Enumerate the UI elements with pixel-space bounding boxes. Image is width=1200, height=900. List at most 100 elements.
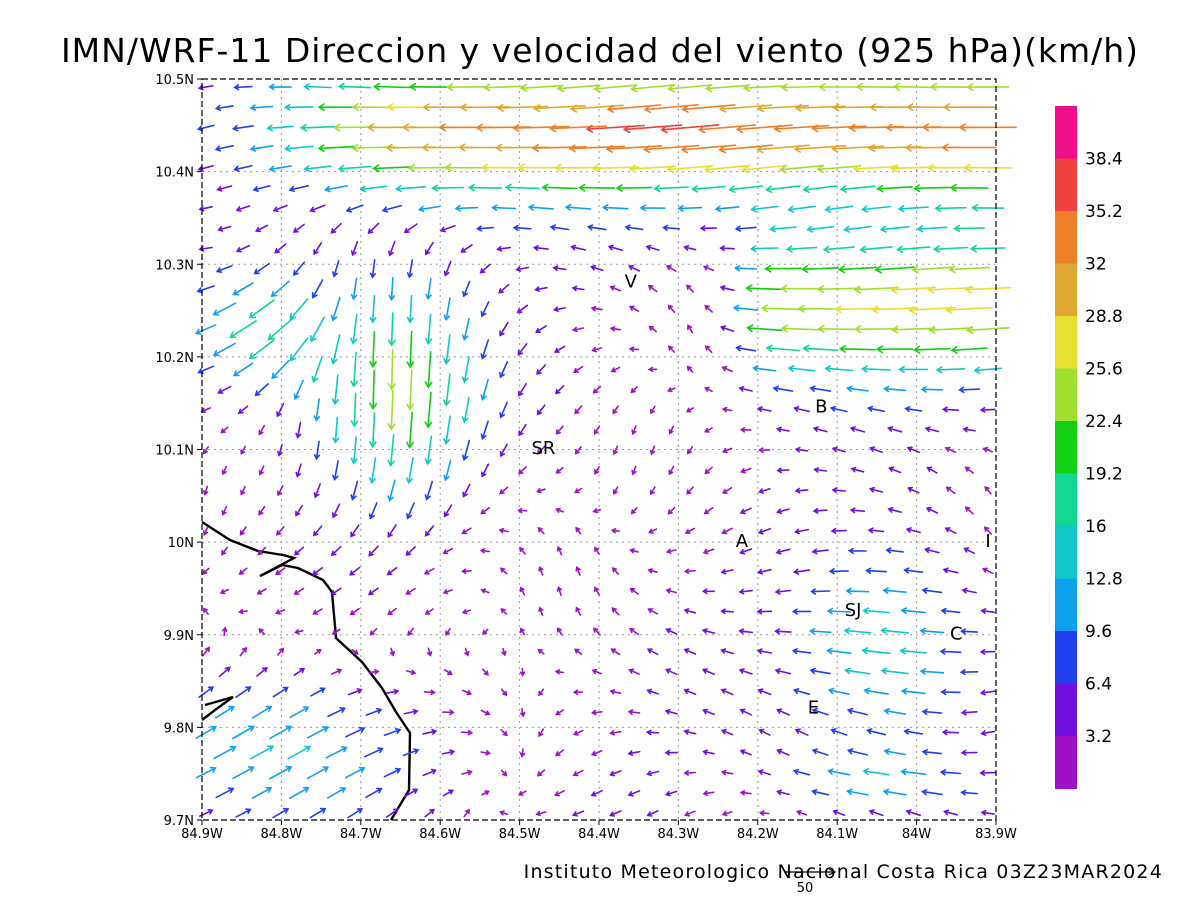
wind-arrow (403, 708, 419, 715)
x-tick-label: 84.8W (260, 827, 302, 842)
wind-arrow (869, 446, 883, 453)
wind-arrow (345, 726, 366, 738)
wind-arrow (369, 412, 377, 449)
wind-arrow (365, 707, 383, 716)
coastline-path (201, 695, 234, 721)
wind-arrow (939, 769, 962, 776)
wind-arrow (422, 768, 437, 777)
wind-arrow (213, 745, 237, 760)
wind-arrow (612, 405, 619, 415)
wind-arrow (293, 587, 305, 595)
wind-arrow (512, 224, 532, 231)
wind-arrow (735, 124, 793, 134)
wind-arrow (239, 526, 247, 536)
wind-arrow (683, 688, 697, 696)
wind-arrow (571, 326, 585, 333)
wind-arrow (628, 164, 677, 173)
wind-arrow (591, 346, 603, 353)
wind-arrow (481, 463, 490, 478)
wind-arrow (345, 204, 364, 213)
wind-arrow (780, 83, 823, 92)
wind-arrow (424, 808, 435, 818)
wind-arrow (372, 82, 411, 91)
wind-arrow (739, 507, 752, 515)
wind-arrow (738, 588, 753, 595)
wind-arrow (574, 405, 583, 415)
wind-arrow (721, 527, 733, 535)
wind-arrow (984, 485, 992, 495)
wind-arrow (794, 728, 809, 736)
colorbar-swatch (1055, 736, 1077, 789)
wind-arrow (667, 387, 676, 393)
wind-arrow (548, 124, 608, 133)
wind-arrow (746, 324, 783, 333)
wind-arrow (861, 647, 891, 655)
wind-arrow (313, 483, 321, 499)
wind-arrow (249, 145, 274, 152)
wind-arrow (794, 446, 809, 453)
wind-arrow (628, 305, 640, 312)
wind-arrow (425, 241, 434, 256)
wind-arrow (442, 789, 454, 797)
y-axis-ticks: 10.5N 10.4N 10.3N 10.2N 10.1N 10N 9.9N 9.8N 9.7N (155, 73, 202, 829)
wind-arrow (912, 184, 951, 193)
wind-arrow (773, 124, 830, 133)
wind-arrow (969, 244, 1006, 253)
wind-arrow (331, 628, 341, 635)
wind-arrow (330, 296, 341, 322)
wind-arrow (276, 402, 285, 418)
wind-arrow (520, 627, 526, 636)
wind-arrow (295, 421, 302, 439)
wind-arrow (610, 366, 621, 373)
wind-arrow (573, 648, 583, 655)
wind-arrow (214, 705, 235, 719)
wind-arrow (531, 144, 588, 152)
wind-arrow (424, 608, 434, 615)
wind-arrow (816, 165, 862, 173)
wind-arrow (369, 627, 378, 636)
wind-arrow (555, 709, 564, 716)
wind-arrow (248, 299, 275, 319)
wind-arrow (461, 439, 471, 462)
wind-arrow (252, 185, 271, 192)
wind-arrow (791, 648, 812, 655)
wind-arrow (775, 548, 791, 555)
wind-arrow (832, 809, 846, 816)
wind-arrow (499, 567, 508, 575)
wind-arrow (764, 264, 802, 273)
wind-arrow (251, 705, 273, 719)
wind-arrow (667, 304, 676, 313)
wind-arrow (271, 359, 290, 380)
wind-arrow (739, 708, 753, 716)
wind-arrow (519, 546, 526, 555)
wind-arrow (772, 385, 794, 392)
wind-arrow (388, 312, 396, 347)
wind-arrow (666, 165, 714, 174)
wind-arrow (556, 585, 563, 596)
wind-arrow (958, 386, 980, 394)
wind-arrow (527, 204, 554, 211)
wind-arrow (646, 770, 660, 777)
wind-arrow (853, 285, 899, 294)
wind-arrow (387, 479, 396, 503)
wind-arrow (407, 163, 451, 172)
wind-arrow (890, 325, 936, 334)
colorbar-label: 12.8 (1085, 570, 1123, 590)
wind-arrow (257, 546, 267, 556)
wind-arrow (202, 446, 209, 455)
wind-arrow (293, 379, 304, 401)
wind-arrow (928, 325, 973, 334)
wind-arrow (364, 747, 384, 758)
wind-arrow (312, 567, 324, 576)
wind-arrow (424, 391, 433, 429)
wind-arrow (275, 526, 285, 536)
wind-arrow (238, 567, 248, 575)
wind-arrow (359, 185, 388, 193)
wind-arrow (332, 416, 340, 444)
wind-arrow (555, 749, 565, 757)
wind-arrow (719, 245, 735, 252)
wind-arrow (958, 123, 1017, 132)
wind-arrow (925, 506, 939, 514)
wind-arrow (431, 184, 465, 192)
wind-arrow (216, 185, 233, 192)
